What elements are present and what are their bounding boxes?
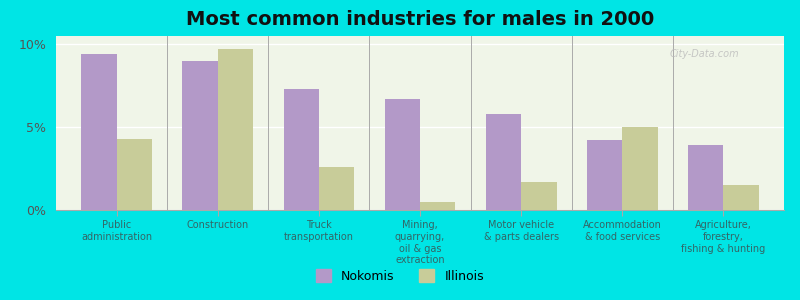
- Bar: [622, 127, 658, 210]
- Bar: [218, 49, 253, 210]
- Text: City-Data.com: City-Data.com: [669, 49, 739, 59]
- Legend: Nokomis, Illinois: Nokomis, Illinois: [311, 264, 489, 288]
- Bar: [521, 182, 557, 210]
- Bar: [688, 146, 723, 210]
- Bar: [182, 61, 218, 210]
- Bar: [587, 140, 622, 210]
- Bar: [486, 114, 521, 210]
- Bar: [319, 167, 354, 210]
- Bar: [385, 99, 420, 210]
- Bar: [283, 89, 319, 210]
- Bar: [82, 54, 117, 210]
- Bar: [420, 202, 455, 210]
- Title: Most common industries for males in 2000: Most common industries for males in 2000: [186, 10, 654, 29]
- Bar: [117, 139, 152, 210]
- Bar: [723, 185, 758, 210]
